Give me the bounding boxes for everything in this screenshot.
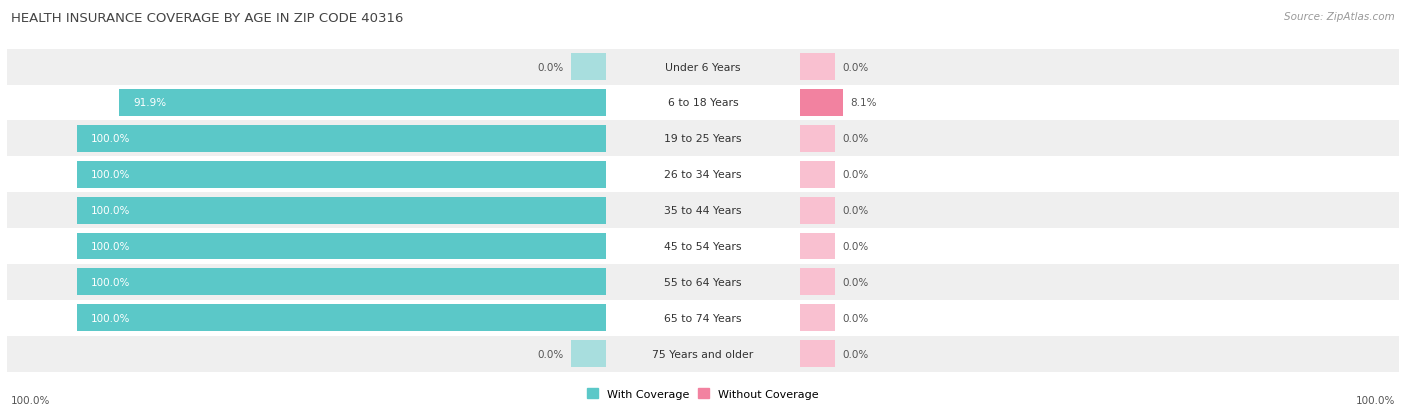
Text: 0.0%: 0.0%	[537, 349, 564, 359]
Text: 100.0%: 100.0%	[11, 395, 51, 405]
Bar	[7, 193, 1399, 228]
Text: 45 to 54 Years: 45 to 54 Years	[664, 242, 742, 252]
Bar	[800, 126, 835, 152]
Text: 0.0%: 0.0%	[842, 206, 869, 216]
Bar	[7, 336, 1399, 372]
Text: 0.0%: 0.0%	[842, 277, 869, 287]
Legend: With Coverage, Without Coverage: With Coverage, Without Coverage	[582, 384, 824, 404]
Text: 0.0%: 0.0%	[842, 134, 869, 144]
Bar	[800, 233, 835, 260]
Bar	[77, 126, 606, 152]
Text: 91.9%: 91.9%	[134, 98, 166, 108]
Text: 0.0%: 0.0%	[842, 313, 869, 323]
Bar	[800, 161, 835, 188]
Text: Under 6 Years: Under 6 Years	[665, 62, 741, 72]
Text: 65 to 74 Years: 65 to 74 Years	[664, 313, 742, 323]
Text: 8.1%: 8.1%	[851, 98, 877, 108]
Bar	[800, 305, 835, 331]
Bar	[800, 340, 835, 367]
Bar	[7, 157, 1399, 193]
Bar	[7, 85, 1399, 121]
Bar	[77, 197, 606, 224]
Text: 0.0%: 0.0%	[842, 349, 869, 359]
Bar	[120, 90, 606, 116]
Bar	[77, 233, 606, 260]
Bar	[800, 197, 835, 224]
Text: 0.0%: 0.0%	[842, 242, 869, 252]
Text: 55 to 64 Years: 55 to 64 Years	[664, 277, 742, 287]
Bar	[7, 50, 1399, 85]
Text: 0.0%: 0.0%	[842, 62, 869, 72]
Text: 6 to 18 Years: 6 to 18 Years	[668, 98, 738, 108]
Bar	[800, 54, 835, 81]
Bar	[7, 264, 1399, 300]
Bar	[800, 269, 835, 296]
Text: 75 Years and older: 75 Years and older	[652, 349, 754, 359]
Text: 0.0%: 0.0%	[537, 62, 564, 72]
Text: 100.0%: 100.0%	[90, 206, 129, 216]
Text: 35 to 44 Years: 35 to 44 Years	[664, 206, 742, 216]
Bar	[571, 340, 606, 367]
Text: 100.0%: 100.0%	[90, 277, 129, 287]
Text: 100.0%: 100.0%	[90, 170, 129, 180]
Bar	[800, 90, 844, 116]
Bar	[7, 228, 1399, 264]
Text: 100.0%: 100.0%	[90, 134, 129, 144]
Bar	[77, 269, 606, 296]
Text: 0.0%: 0.0%	[842, 170, 869, 180]
Text: 100.0%: 100.0%	[90, 242, 129, 252]
Text: 26 to 34 Years: 26 to 34 Years	[664, 170, 742, 180]
Text: 100.0%: 100.0%	[90, 313, 129, 323]
Text: 19 to 25 Years: 19 to 25 Years	[664, 134, 742, 144]
Bar	[7, 121, 1399, 157]
Text: 100.0%: 100.0%	[1355, 395, 1395, 405]
Text: HEALTH INSURANCE COVERAGE BY AGE IN ZIP CODE 40316: HEALTH INSURANCE COVERAGE BY AGE IN ZIP …	[11, 12, 404, 25]
Text: Source: ZipAtlas.com: Source: ZipAtlas.com	[1284, 12, 1395, 22]
Bar	[571, 54, 606, 81]
Bar	[77, 305, 606, 331]
Bar	[7, 300, 1399, 336]
Bar	[77, 161, 606, 188]
